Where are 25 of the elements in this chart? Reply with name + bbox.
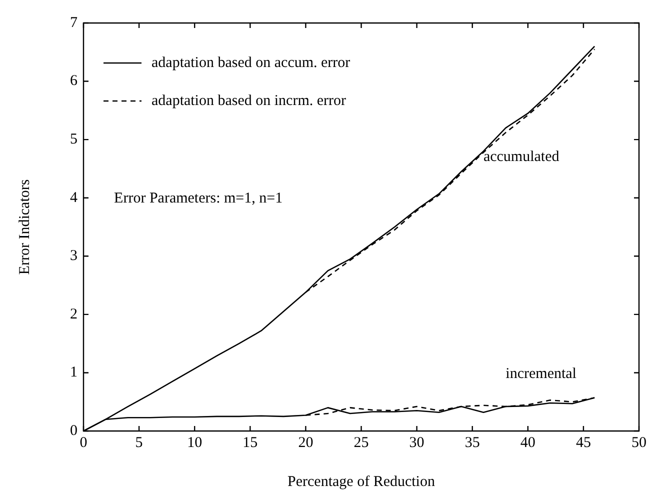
x-tick-label: 25 bbox=[354, 434, 369, 451]
x-tick-label: 20 bbox=[298, 434, 314, 451]
y-tick-label: 4 bbox=[70, 190, 78, 206]
x-tick-label: 50 bbox=[632, 434, 646, 451]
x-tick-label: 15 bbox=[242, 434, 258, 451]
annotation: incremental bbox=[506, 366, 576, 382]
y-axis-title: Error Indicators bbox=[16, 179, 33, 275]
y-tick-label: 2 bbox=[70, 306, 78, 322]
annotation: accumulated bbox=[483, 148, 560, 165]
legend-label: adaptation based on incrm. error bbox=[152, 92, 346, 109]
y-tick-label: 0 bbox=[70, 422, 78, 439]
x-tick-label: 35 bbox=[464, 434, 480, 451]
y-tick-label: 6 bbox=[70, 73, 78, 90]
y-tick-label: 5 bbox=[70, 132, 78, 148]
y-tick-label: 7 bbox=[70, 14, 78, 31]
x-tick-label: 45 bbox=[576, 434, 591, 451]
legend-label: adaptation based on accum. error bbox=[152, 54, 350, 71]
x-tick-label: 5 bbox=[135, 434, 143, 451]
annotation: Error Parameters: m=1, n=1 bbox=[114, 190, 283, 206]
y-tick-label: 3 bbox=[70, 248, 78, 264]
x-tick-label: 10 bbox=[187, 434, 202, 451]
x-tick-label: 30 bbox=[409, 434, 424, 451]
y-tick-label: 1 bbox=[70, 364, 78, 381]
x-axis-title: Percentage of Reduction bbox=[288, 474, 436, 490]
x-tick-label: 40 bbox=[520, 434, 536, 451]
